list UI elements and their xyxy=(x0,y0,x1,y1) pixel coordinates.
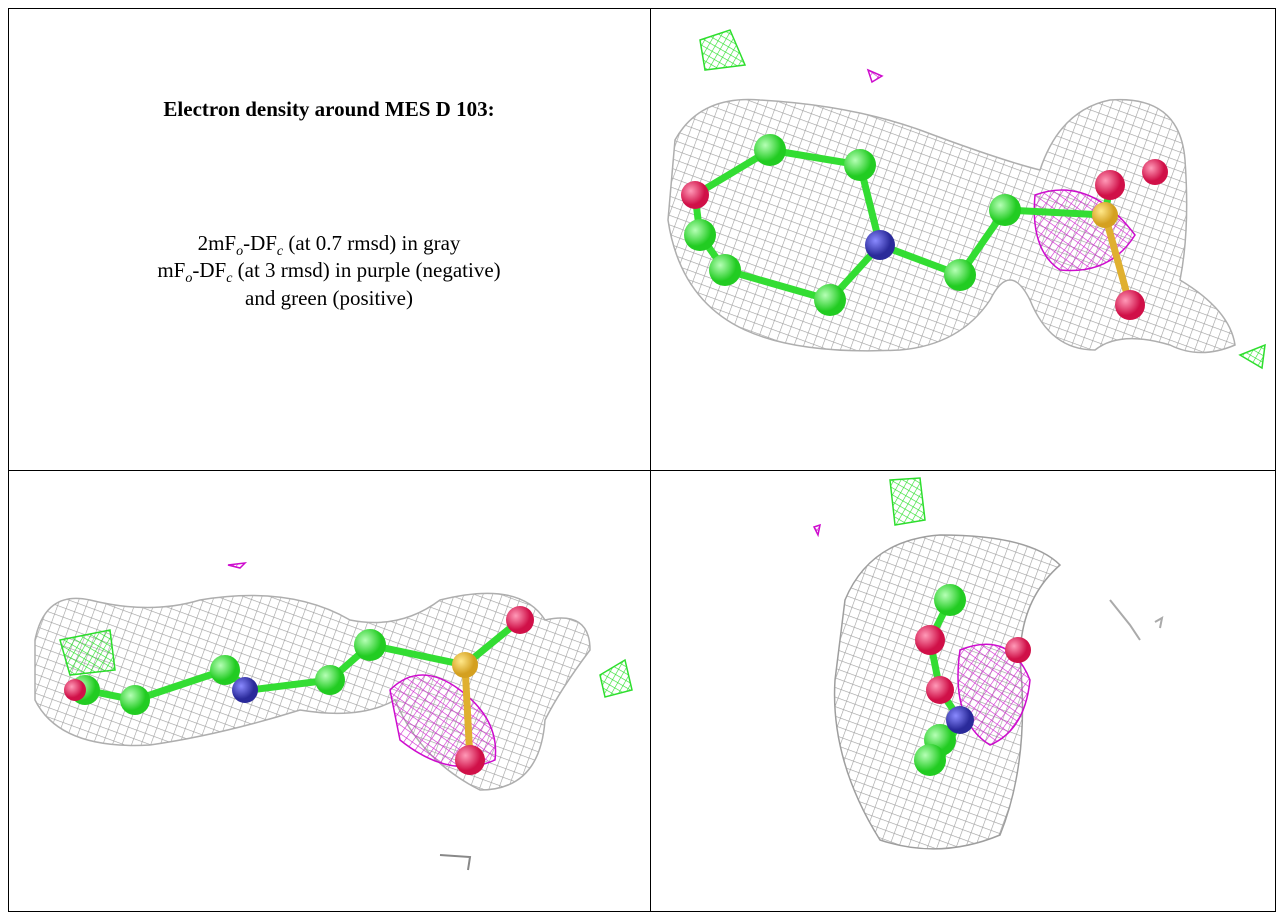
density-mesh xyxy=(59,629,116,676)
atom xyxy=(354,629,386,661)
atom xyxy=(452,652,478,678)
atom xyxy=(64,679,86,701)
atom xyxy=(989,194,1021,226)
atom xyxy=(232,677,258,703)
density-mesh xyxy=(957,643,1031,746)
density-mesh xyxy=(1109,599,1164,641)
caption-text: (at 0.7 rmsd) in gray xyxy=(283,231,461,255)
density-images xyxy=(34,29,1266,871)
atom xyxy=(814,284,846,316)
atom xyxy=(865,230,895,260)
density-mesh xyxy=(812,523,821,538)
atom xyxy=(120,685,150,715)
atom xyxy=(709,254,741,286)
bond xyxy=(461,661,474,764)
bond xyxy=(1101,211,1134,309)
atom xyxy=(210,655,240,685)
caption-line: and green (positive) xyxy=(245,286,413,310)
caption-line: 2mFo-DFc (at 0.7 rmsd) in gray xyxy=(198,231,461,259)
atom xyxy=(944,259,976,291)
atom xyxy=(926,676,954,704)
atom xyxy=(934,584,966,616)
atom xyxy=(844,149,876,181)
atom xyxy=(946,706,974,734)
caption-text: -DF xyxy=(192,258,226,282)
caption-text: mF xyxy=(157,258,185,282)
subscript: o xyxy=(236,244,243,259)
density-mesh xyxy=(866,68,884,84)
caption-text: (at 3 rmsd) in purple (negative) xyxy=(232,258,500,282)
atom xyxy=(455,745,485,775)
atom xyxy=(1092,202,1118,228)
density-mesh xyxy=(1238,343,1266,370)
atom xyxy=(1142,159,1168,185)
atom xyxy=(754,134,786,166)
subscript: c xyxy=(277,244,284,259)
atom xyxy=(1095,170,1125,200)
atom xyxy=(684,219,716,251)
density-mesh xyxy=(889,477,926,526)
subscript: c xyxy=(226,271,233,286)
density-mesh xyxy=(599,658,633,698)
caption-title: Electron density around MES D 103: xyxy=(163,97,494,121)
caption-text: 2mF xyxy=(198,231,237,255)
density-mesh xyxy=(227,562,248,569)
atom xyxy=(1005,637,1031,663)
atom xyxy=(1115,290,1145,320)
caption-line: mFo-DFc (at 3 rmsd) in purple (negative) xyxy=(157,258,500,286)
density-mesh xyxy=(667,98,1236,354)
caption-text: -DF xyxy=(243,231,277,255)
atom xyxy=(315,665,345,695)
subscript: o xyxy=(185,271,192,286)
density-mesh xyxy=(699,29,747,71)
atom xyxy=(681,181,709,209)
caption-text: and green (positive) xyxy=(245,286,413,310)
atom xyxy=(915,625,945,655)
density-mesh xyxy=(439,854,472,871)
atom xyxy=(914,744,946,776)
atom xyxy=(506,606,534,634)
bond xyxy=(81,616,524,704)
